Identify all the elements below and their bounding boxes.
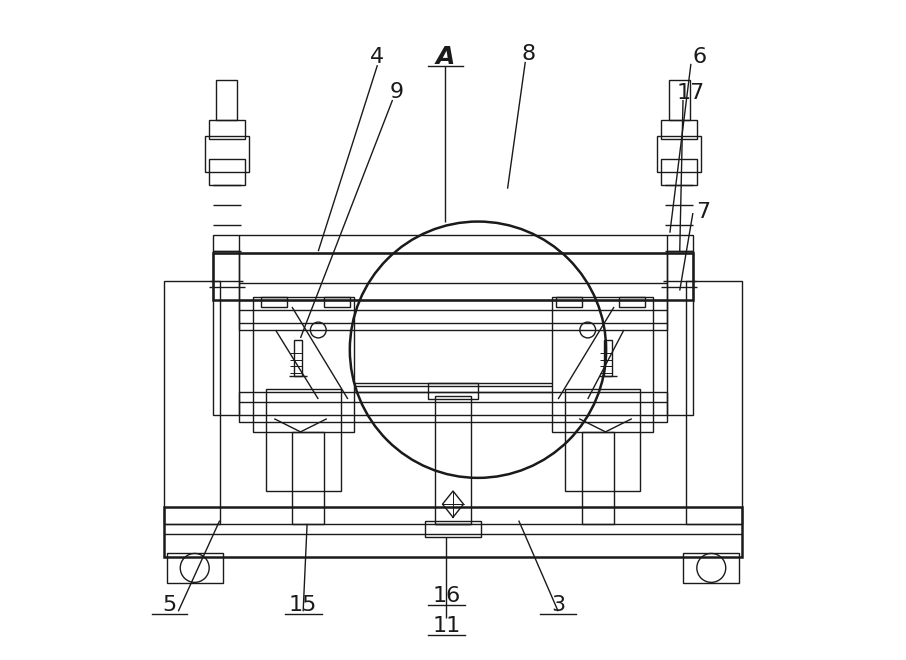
Bar (206, 136, 248, 172)
Text: 9: 9 (390, 82, 404, 102)
Text: 11: 11 (432, 616, 460, 636)
Bar (435, 396, 471, 524)
Text: 4: 4 (371, 48, 384, 67)
Bar (213, 235, 693, 253)
Bar (660, 159, 698, 185)
Bar (604, 340, 612, 376)
Bar (294, 340, 302, 376)
Bar (667, 251, 693, 415)
Bar (164, 508, 742, 557)
Bar (265, 389, 342, 491)
Text: 3: 3 (551, 595, 565, 614)
Bar (658, 136, 700, 172)
Bar (213, 251, 239, 415)
Bar (292, 432, 323, 524)
Text: 7: 7 (696, 202, 709, 222)
Bar (583, 432, 614, 524)
Bar (261, 297, 287, 307)
Bar (208, 119, 246, 139)
Bar (669, 81, 689, 119)
Bar (426, 521, 480, 537)
Text: 6: 6 (692, 48, 707, 67)
Bar (217, 81, 237, 119)
Text: 17: 17 (677, 83, 705, 104)
Bar (552, 297, 653, 432)
Bar (213, 253, 693, 300)
Bar (683, 554, 739, 583)
Bar (660, 119, 698, 139)
Bar (564, 389, 641, 491)
Text: A: A (436, 46, 455, 69)
Bar (687, 280, 742, 524)
Text: 5: 5 (162, 595, 176, 614)
Bar (619, 297, 645, 307)
Bar (208, 159, 246, 185)
Text: 8: 8 (522, 44, 535, 64)
Text: 15: 15 (289, 595, 317, 614)
Bar (239, 300, 667, 330)
Bar (167, 554, 223, 583)
Bar (164, 280, 219, 524)
Bar (323, 297, 350, 307)
Text: 16: 16 (432, 586, 460, 606)
Bar (556, 297, 583, 307)
Bar (239, 393, 667, 422)
Bar (428, 383, 478, 399)
Bar (253, 297, 354, 432)
